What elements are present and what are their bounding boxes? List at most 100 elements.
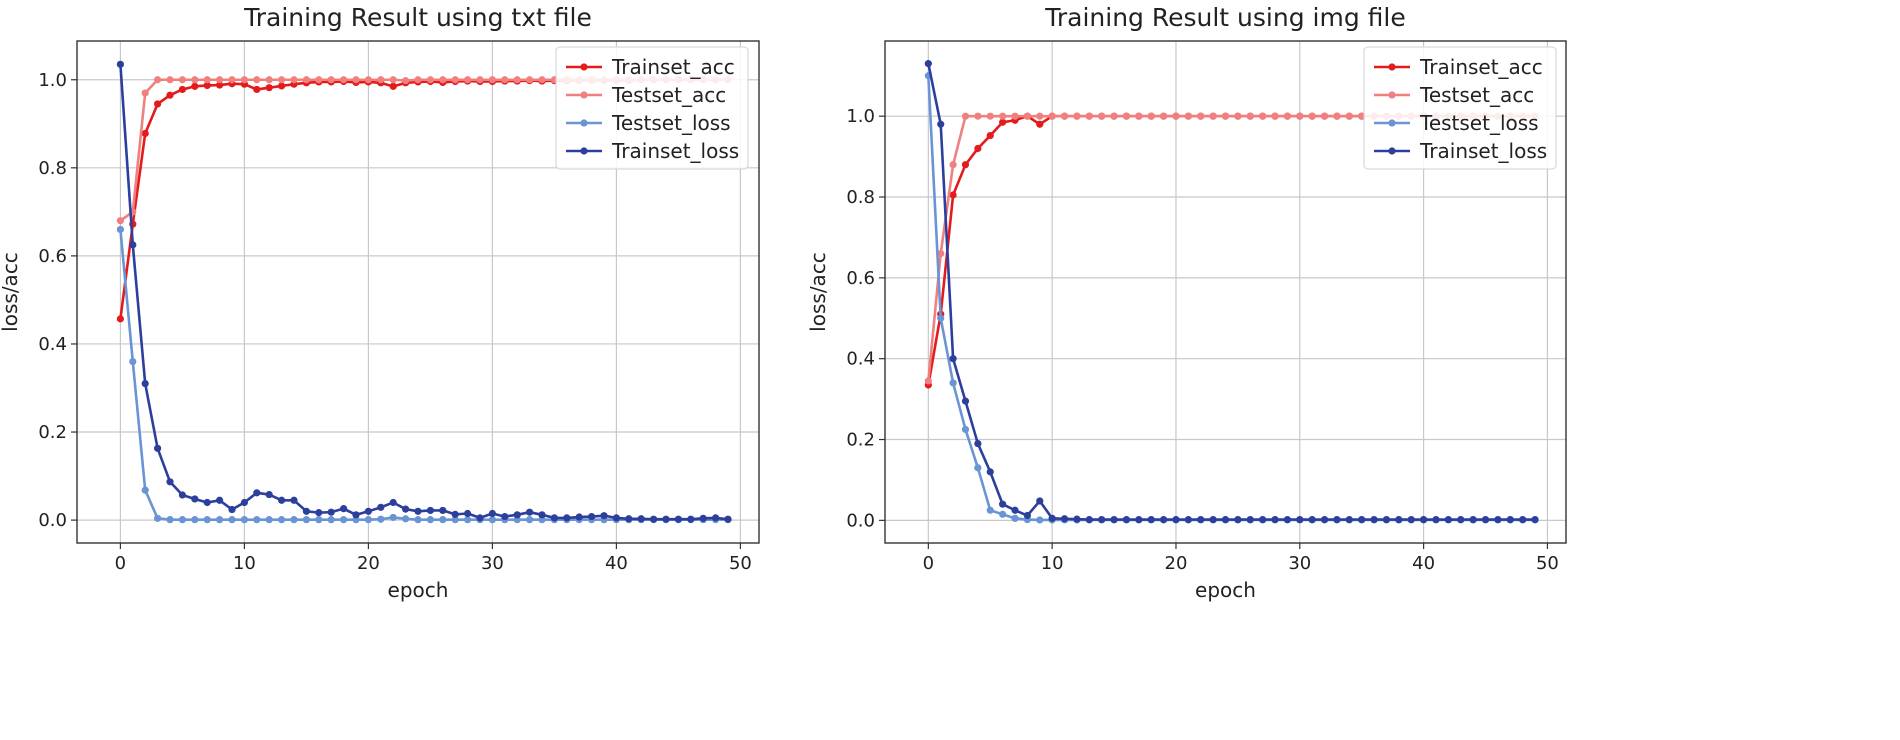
data-point — [961, 397, 970, 405]
data-point — [1048, 112, 1056, 120]
legend-label: Testset_loss — [611, 111, 731, 135]
data-point — [129, 241, 137, 249]
data-point — [1048, 514, 1056, 522]
data-point — [712, 514, 720, 522]
y-tick-label: 0.2 — [38, 422, 67, 443]
data-point — [1122, 112, 1131, 120]
data-point — [402, 77, 410, 85]
data-point — [1333, 515, 1341, 524]
data-point — [464, 509, 472, 518]
y-tick-label: 1.0 — [846, 106, 875, 127]
data-point — [1345, 515, 1353, 524]
data-point — [216, 516, 224, 524]
data-point — [1308, 515, 1316, 524]
data-point — [563, 514, 571, 522]
data-point — [1110, 515, 1118, 524]
data-point — [1444, 515, 1452, 524]
data-point — [327, 76, 335, 84]
data-point — [414, 516, 422, 524]
data-point — [1259, 515, 1267, 524]
series-trainset-loss — [924, 60, 1539, 524]
data-point — [1246, 515, 1254, 524]
data-point — [1407, 515, 1415, 524]
legend-label: Trainset_loss — [1419, 139, 1547, 163]
data-point — [265, 516, 273, 524]
data-point — [1184, 515, 1192, 524]
data-point — [154, 100, 162, 108]
x-tick-label: 40 — [605, 553, 628, 574]
data-point — [974, 144, 982, 153]
data-point — [937, 314, 945, 322]
data-point — [116, 315, 124, 323]
data-point — [364, 76, 372, 84]
legend: Trainset_acc Testset_acc Testset_loss Train… — [1363, 46, 1557, 170]
data-point — [1110, 112, 1118, 120]
data-point — [228, 505, 236, 514]
data-point — [1209, 112, 1217, 120]
data-point — [662, 515, 670, 523]
data-point — [315, 516, 323, 524]
data-point — [526, 508, 534, 516]
data-point — [129, 357, 137, 366]
series-trainset-loss — [116, 60, 732, 523]
data-point — [1023, 511, 1031, 520]
data-point — [1060, 112, 1069, 120]
x-axis-label: epoch — [388, 578, 449, 602]
data-point — [240, 76, 248, 84]
data-point — [588, 512, 596, 521]
legend-swatch-marker — [1388, 91, 1396, 99]
x-axis-label: epoch — [1195, 578, 1256, 602]
data-point — [1395, 515, 1403, 524]
data-point — [575, 513, 583, 521]
data-point — [178, 76, 186, 84]
data-point — [637, 515, 645, 523]
legend-swatch-marker — [1388, 119, 1396, 127]
data-point — [1036, 497, 1044, 505]
data-point — [253, 85, 261, 94]
data-point — [216, 81, 224, 89]
data-point — [625, 515, 633, 523]
data-point — [1209, 515, 1217, 524]
data-point — [986, 112, 994, 120]
data-point — [116, 225, 124, 234]
data-point — [1246, 112, 1254, 120]
data-point — [724, 515, 732, 523]
data-point — [1283, 112, 1292, 120]
data-point — [203, 516, 211, 524]
data-point — [166, 516, 174, 524]
data-point — [1296, 112, 1304, 120]
data-point — [1382, 515, 1391, 524]
data-point — [1060, 515, 1069, 523]
data-point — [439, 506, 447, 515]
data-point — [377, 515, 385, 523]
data-point — [999, 500, 1007, 508]
data-point — [340, 505, 348, 513]
chart-txt: 0 10 20 30 40 50 0.0 0.2 0.4 0.6 0.8 1.0 Training Re… — [0, 3, 760, 602]
legend-label: Testset_loss — [1419, 111, 1539, 135]
data-point — [1481, 515, 1490, 524]
y-tick-label: 1.0 — [38, 70, 67, 91]
data-point — [1184, 112, 1192, 120]
plot-frame — [76, 40, 760, 544]
y-tick-label: 0.4 — [846, 349, 875, 370]
data-point — [1358, 515, 1366, 524]
y-tick-label: 0.6 — [846, 268, 875, 289]
data-point — [191, 76, 199, 84]
chart-title: Training Result using txt file — [243, 3, 592, 32]
data-point — [389, 513, 397, 522]
legend-label: Testset_acc — [1419, 83, 1534, 107]
data-point — [986, 506, 994, 514]
data-point — [1023, 112, 1031, 120]
data-point — [513, 511, 521, 519]
x-tick-label: 50 — [1536, 553, 1559, 574]
data-point — [1320, 515, 1329, 524]
data-point — [315, 76, 323, 84]
data-point — [1234, 112, 1242, 120]
data-point — [141, 89, 149, 97]
data-point — [550, 514, 559, 522]
y-axis-label: loss/acc — [0, 252, 22, 332]
legend-item: Trainset_loss — [566, 139, 739, 163]
data-point — [340, 76, 348, 84]
data-point — [426, 76, 434, 84]
data-point — [203, 498, 211, 507]
